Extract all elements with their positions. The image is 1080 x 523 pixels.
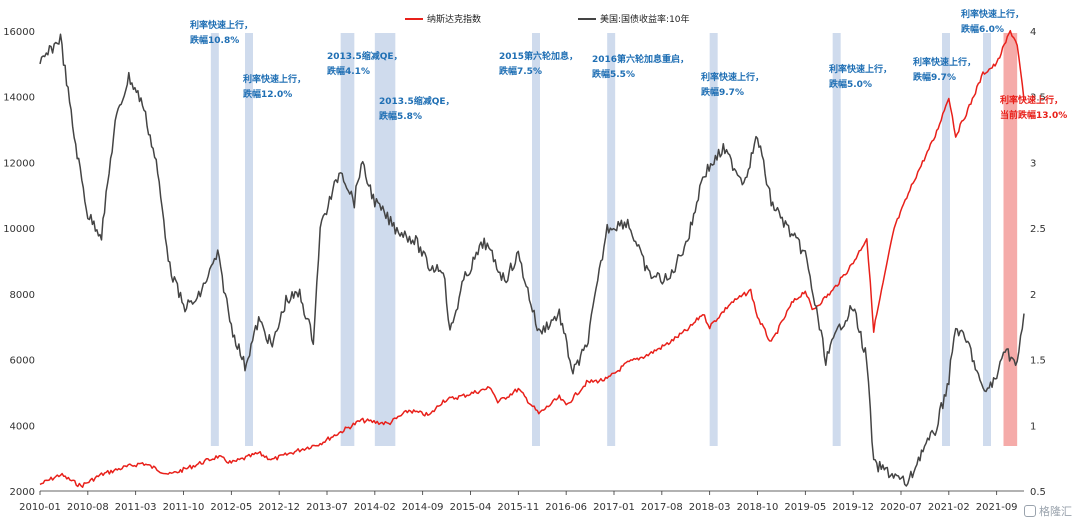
shaded-period-0 [210, 33, 219, 446]
x-tick-label: 2021-02 [928, 502, 970, 513]
x-tick-label: 2014-02 [354, 502, 396, 513]
annotation-label: 跌幅5.0% [829, 78, 872, 90]
annotation-label: 跌幅12.0% [243, 88, 292, 100]
legend-label: 纳斯达克指数 [427, 13, 481, 25]
annotation-label: 利率快速上行， [960, 8, 1024, 20]
series-lines [39, 29, 1025, 488]
x-tick-label: 2017-01 [593, 502, 635, 513]
y-right-tick-label: 2.5 [1030, 224, 1046, 235]
x-tick-label: 2016-06 [545, 502, 587, 513]
watermark-logo-icon [1024, 505, 1036, 517]
annotation-label: 2013.5缩减QE， [327, 50, 403, 62]
annotation-label: 利率快速上行， [999, 94, 1063, 106]
x-tick-label: 2012-05 [210, 502, 252, 513]
x-tick-label: 2011-03 [115, 502, 157, 513]
annotation-label: 2015第六轮加息， [499, 50, 578, 62]
annotation-label: 跌幅7.5% [499, 65, 542, 77]
annotation-label: 利率快速上行， [912, 56, 976, 68]
annotation-label: 2016第六轮加息重启， [592, 53, 689, 65]
y-right-tick-label: 3 [1030, 158, 1036, 169]
annotation-label: 当前跌幅13.0% [1000, 109, 1067, 121]
y-right-tick-label: 0.5 [1030, 487, 1046, 498]
y-right-tick-label: 1 [1030, 421, 1036, 432]
shaded-period-6 [709, 33, 718, 446]
x-tick-label: 2014-09 [402, 502, 444, 513]
shaded-periods [210, 33, 1018, 446]
annotation-label: 跌幅9.7% [701, 86, 744, 98]
right-axis: 0.5 1 1.5 2 2.5 3 3.5 4 [1030, 27, 1046, 498]
x-axis: 2010-01 2010-08 2011-03 2011-10 2012-05 2012-… [19, 490, 1024, 513]
legend-label: 美国:国债收益率:10年 [600, 13, 690, 25]
annotation-label: 跌幅5.5% [592, 68, 635, 80]
series-line-1 [39, 33, 1025, 487]
annotation-label: 利率快速上行， [189, 19, 253, 31]
y-right-tick-label: 4 [1030, 27, 1036, 38]
x-tick-label: 2019-12 [832, 502, 874, 513]
annotation-label: 跌幅4.1% [327, 65, 370, 77]
x-tick-label: 2013-07 [306, 502, 348, 513]
x-tick-label: 2010-08 [67, 502, 109, 513]
shaded-period-3 [374, 33, 396, 446]
annotation-label: 跌幅5.8% [379, 110, 422, 122]
y-right-tick-label: 3.5 [1030, 93, 1046, 104]
annotations: 利率快速上行， 跌幅10.8% 利率快速上行， 跌幅12.0% 2013.5缩减QE， 跌… [189, 8, 1067, 122]
left-axis: 2000 4000 6000 8000 10000 12000 14000 16000 [3, 27, 35, 498]
x-tick-label: 2011-10 [163, 502, 205, 513]
shaded-period-1 [245, 33, 253, 446]
annotation-label: 跌幅6.0% [961, 23, 1004, 35]
x-tick-label: 2019-05 [784, 502, 826, 513]
shaded-period-8 [942, 33, 950, 446]
y-right-tick-label: 1.5 [1030, 356, 1046, 367]
annotation-label: 跌幅10.8% [190, 34, 239, 46]
series-line-0 [39, 29, 1025, 488]
y-left-tick-label: 8000 [10, 290, 35, 301]
y-left-tick-label: 10000 [3, 224, 35, 235]
annotation-label: 2013.5缩减QE， [379, 95, 455, 107]
x-tick-label: 2018-10 [737, 502, 779, 513]
watermark: 格隆汇 [1024, 503, 1072, 519]
x-tick-label: 2015-04 [450, 502, 492, 513]
annotation-label: 利率快速上行， [828, 63, 892, 75]
x-tick-label: 2015-11 [497, 502, 539, 513]
y-left-tick-label: 6000 [10, 356, 35, 367]
y-left-tick-label: 14000 [3, 93, 35, 104]
y-right-tick-label: 2 [1030, 290, 1036, 301]
shaded-period-9 [983, 33, 991, 446]
y-left-tick-label: 16000 [3, 27, 35, 38]
shaded-period-7 [832, 33, 841, 446]
shaded-period-2 [340, 33, 355, 446]
x-tick-label: 2017-08 [641, 502, 683, 513]
legend: 纳斯达克指数 美国:国债收益率:10年 [405, 13, 690, 25]
x-tick-label: 2012-12 [258, 502, 300, 513]
x-tick-label: 2010-01 [19, 502, 61, 513]
x-tick-label: 2018-03 [689, 502, 731, 513]
annotation-label: 利率快速上行， [700, 71, 764, 83]
shaded-period-10 [1003, 33, 1018, 446]
annotation-label: 跌幅9.7% [913, 71, 956, 83]
x-tick-label: 2021-09 [976, 502, 1018, 513]
shaded-period-5 [607, 33, 616, 446]
shaded-period-4 [532, 33, 540, 446]
watermark-text: 格隆汇 [1039, 505, 1072, 518]
y-left-tick-label: 2000 [10, 487, 35, 498]
annotation-label: 利率快速上行， [242, 73, 306, 85]
y-left-tick-label: 4000 [10, 421, 35, 432]
y-left-tick-label: 12000 [3, 158, 35, 169]
x-tick-label: 2020-07 [880, 502, 922, 513]
